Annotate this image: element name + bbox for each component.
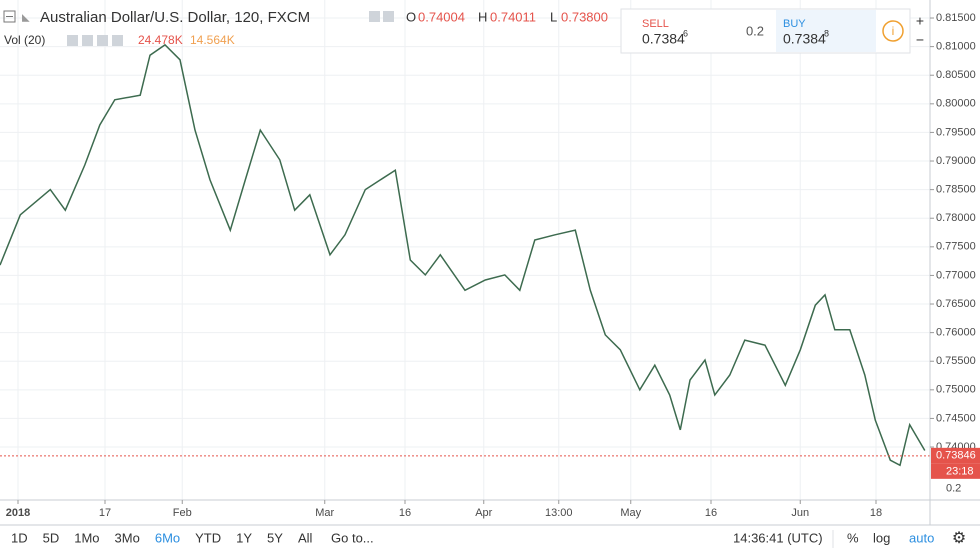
clock: 14:36:41 (UTC) (733, 530, 823, 545)
low-label: L (550, 9, 557, 24)
y-tick-label: 0.78000 (936, 212, 976, 224)
high-label: H (478, 9, 487, 24)
settings-icon[interactable] (369, 11, 380, 22)
pin-icon: ◣ (22, 13, 30, 24)
x-tick-label: 16 (399, 507, 411, 519)
info-icon[interactable] (882, 20, 904, 42)
goto-button[interactable]: Go to... (331, 530, 374, 545)
vol-icon-2[interactable] (82, 35, 93, 46)
y-tick-label: 0.76500 (936, 298, 976, 310)
buy-label: BUY (783, 18, 806, 30)
range-button[interactable]: 1D (11, 530, 28, 545)
y-tick-label: 0.77500 (936, 241, 976, 253)
high-value: 0.74011 (490, 9, 536, 24)
y-tick-label: 0.77000 (936, 269, 976, 281)
volume-label: Vol (20) (4, 33, 45, 47)
zoom-in[interactable]: + (916, 13, 924, 29)
sell-price: 0.7384 (642, 31, 685, 47)
y-tick-label: 0.79500 (936, 126, 976, 138)
range-button[interactable]: 3Mo (115, 530, 140, 545)
x-tick-label: Apr (475, 507, 492, 519)
range-button[interactable]: 5D (43, 530, 60, 545)
x-tick-label: 2018 (6, 507, 30, 519)
x-tick-label: 18 (870, 507, 882, 519)
info-glyph: i (892, 24, 895, 38)
open-value: 0.74004 (418, 9, 465, 24)
log-toggle[interactable]: log (873, 530, 890, 545)
grid (0, 0, 930, 500)
countdown-tag (931, 463, 980, 479)
sell-label: SELL (642, 18, 669, 30)
x-tick-label: 16 (705, 507, 717, 519)
buy-price: 0.7384 (783, 31, 826, 47)
last-price-tag (931, 447, 980, 464)
vol-icon-3[interactable] (97, 35, 108, 46)
volume-ma-value: 14.564K (190, 33, 235, 47)
y-tick-label: 0.80500 (936, 69, 976, 81)
last-price-label: 0.73846 (936, 450, 976, 462)
range-button[interactable]: All (298, 530, 313, 545)
volume-value: 24.478K (138, 33, 183, 47)
range-button[interactable]: 5Y (267, 530, 283, 545)
y-tick-label: 0.81000 (936, 41, 976, 53)
hide-icon[interactable] (383, 11, 394, 22)
zoom-out[interactable]: − (916, 32, 924, 48)
range-button[interactable]: 6Mo (155, 530, 180, 545)
buy-button[interactable] (776, 10, 876, 52)
y-tick-label: 0.75500 (936, 355, 976, 367)
open-label: O (406, 9, 416, 24)
buy-pip: 8 (824, 28, 829, 38)
collapse-icon[interactable] (3, 10, 16, 23)
low-value: 0.73800 (561, 9, 608, 24)
toolbar: 1D 5D 1Mo 3Mo 6Mo YTD 1Y 5Y All (11, 530, 313, 545)
range-button[interactable]: YTD (195, 530, 221, 545)
x-tick-label: 17 (99, 507, 111, 519)
y-tick-label: 0.76000 (936, 327, 976, 339)
y-tick-label: 0.81500 (936, 12, 976, 24)
price-line (0, 43, 926, 467)
x-tick-label: Jun (791, 507, 809, 519)
vol-icon-1[interactable] (67, 35, 78, 46)
y-tick-label: 0.80000 (936, 98, 976, 110)
range-button[interactable]: 1Mo (74, 530, 99, 545)
range-button[interactable]: 1Y (236, 530, 252, 545)
axes: 0.81500 0.81000 0.80500 0.80000 0.79500 0.790… (6, 12, 980, 519)
y-tick-label: 0.79000 (936, 155, 976, 167)
symbol-title: Australian Dollar/U.S. Dollar, 120, FXCM (40, 9, 310, 26)
volume-axis-label: 0.2 (946, 483, 961, 495)
x-tick-label: Mar (315, 507, 334, 519)
y-tick-label: 0.78500 (936, 184, 976, 196)
x-tick-label: Feb (173, 507, 192, 519)
y-tick-label: 0.75000 (936, 384, 976, 396)
countdown-label: 23:18 (946, 466, 974, 478)
x-tick-label: 13:00 (545, 507, 573, 519)
vol-icon-4[interactable] (112, 35, 123, 46)
settings-gear[interactable]: ⚙ (952, 530, 966, 547)
auto-toggle[interactable]: auto (909, 530, 934, 545)
plot (0, 43, 930, 467)
x-tick-label: May (620, 507, 641, 519)
percent-toggle[interactable]: % (847, 530, 859, 545)
y-tick-label: 0.74500 (936, 412, 976, 424)
sell-button[interactable] (622, 10, 728, 52)
spread: 0.2 (746, 23, 764, 38)
sell-pip: 6 (683, 28, 688, 38)
